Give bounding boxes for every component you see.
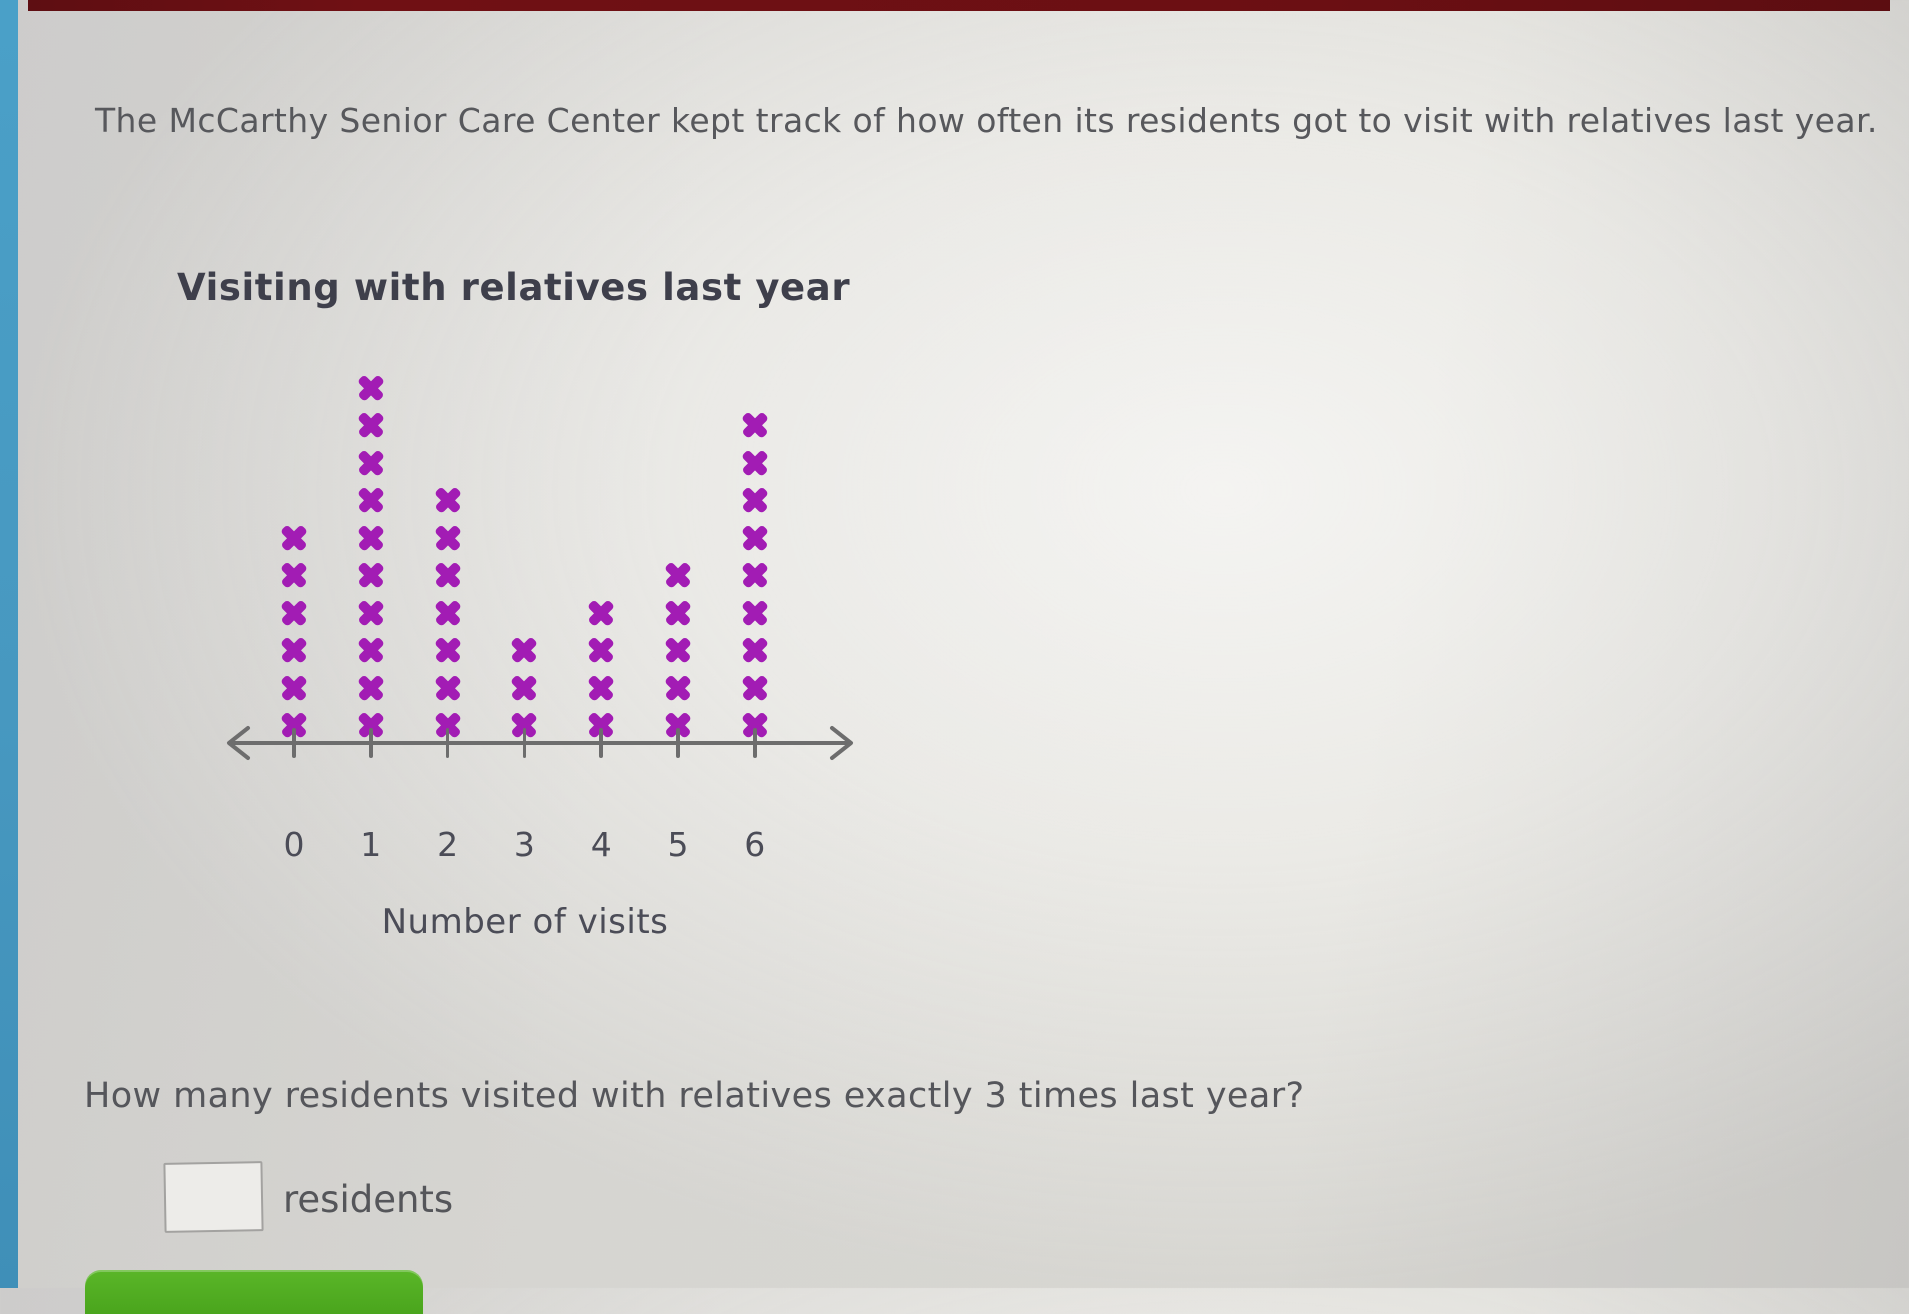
x-mark bbox=[279, 563, 309, 587]
x-mark bbox=[356, 563, 386, 587]
x-mark bbox=[663, 638, 693, 662]
axis-tick-label: 2 bbox=[437, 825, 459, 864]
axis-tick bbox=[599, 728, 603, 758]
line-plot: 0 1 2 3 4 5 6 Number of visits bbox=[200, 330, 900, 950]
axis-tick bbox=[445, 728, 450, 758]
x-mark bbox=[279, 676, 309, 700]
axis-tick-label: 3 bbox=[513, 825, 535, 864]
axis-tick bbox=[369, 728, 373, 758]
axis-tick-label: 6 bbox=[744, 825, 766, 864]
submit-button[interactable] bbox=[85, 1270, 423, 1314]
x-mark bbox=[433, 563, 463, 587]
answer-input[interactable] bbox=[163, 1161, 264, 1233]
screen-left-edge-strip bbox=[0, 0, 18, 1288]
dot-column-4 bbox=[586, 601, 616, 738]
x-mark bbox=[356, 413, 386, 437]
x-mark bbox=[586, 601, 616, 625]
axis-arrow-right-icon bbox=[830, 726, 853, 760]
x-mark bbox=[740, 601, 770, 625]
x-mark bbox=[433, 526, 463, 550]
x-mark bbox=[356, 601, 386, 625]
dot-column-6 bbox=[740, 413, 770, 737]
problem-statement: The McCarthy Senior Care Center kept tra… bbox=[95, 101, 1878, 140]
x-mark bbox=[356, 488, 386, 512]
x-mark bbox=[356, 638, 386, 662]
axis-tick bbox=[753, 728, 757, 758]
dot-column-3 bbox=[509, 638, 539, 737]
x-mark bbox=[663, 676, 693, 700]
x-mark bbox=[433, 638, 463, 662]
x-mark bbox=[586, 638, 616, 662]
x-mark bbox=[740, 413, 770, 437]
answer-unit-label: residents bbox=[283, 1178, 454, 1221]
x-mark bbox=[663, 601, 693, 625]
axis-tick-label: 5 bbox=[667, 825, 689, 864]
x-mark bbox=[279, 526, 309, 550]
axis-tick-label: 4 bbox=[590, 825, 612, 864]
axis-tick-label: 1 bbox=[360, 825, 382, 864]
x-mark bbox=[356, 526, 386, 550]
x-mark bbox=[433, 601, 463, 625]
axis-tick-label: 0 bbox=[283, 825, 305, 864]
axis-tick bbox=[522, 728, 527, 758]
question-text: How many residents visited with relative… bbox=[84, 1076, 1305, 1116]
dot-column-1 bbox=[356, 376, 386, 738]
x-mark bbox=[433, 676, 463, 700]
x-mark bbox=[740, 526, 770, 550]
x-mark bbox=[509, 638, 539, 662]
x-mark bbox=[356, 376, 386, 400]
number-line-axis bbox=[227, 726, 853, 760]
chart-title: Visiting with relatives last year bbox=[177, 266, 851, 309]
axis-tick bbox=[292, 728, 296, 758]
x-mark bbox=[433, 488, 463, 512]
x-mark bbox=[356, 676, 386, 700]
x-mark bbox=[356, 451, 386, 475]
x-mark bbox=[279, 601, 309, 625]
axis-arrow-left-icon bbox=[227, 726, 250, 760]
x-mark bbox=[279, 638, 309, 662]
x-mark bbox=[740, 638, 770, 662]
dot-column-2 bbox=[433, 488, 463, 737]
x-mark bbox=[740, 488, 770, 512]
axis-tick bbox=[676, 728, 680, 758]
x-mark bbox=[740, 563, 770, 587]
screen-top-edge-strip bbox=[28, 0, 1890, 11]
x-mark bbox=[740, 451, 770, 475]
x-mark bbox=[663, 563, 693, 587]
x-mark bbox=[509, 676, 539, 700]
dot-column-5 bbox=[663, 563, 693, 737]
dot-column-0 bbox=[279, 526, 309, 738]
x-mark bbox=[586, 676, 616, 700]
x-axis-title: Number of visits bbox=[381, 902, 669, 942]
x-mark bbox=[740, 676, 770, 700]
